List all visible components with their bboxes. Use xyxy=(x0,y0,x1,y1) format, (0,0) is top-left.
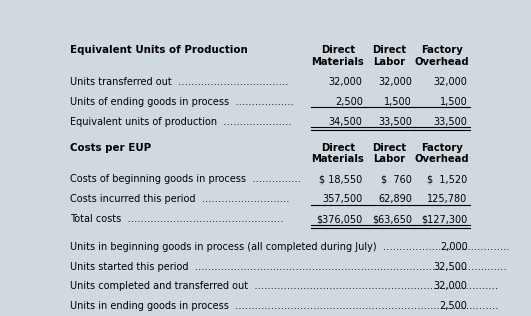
Text: Units of ending goods in process  ………………: Units of ending goods in process ……………… xyxy=(71,97,294,107)
Text: Total costs  …………………………………………: Total costs ………………………………………… xyxy=(71,214,284,224)
Text: Units completed and transferred out  …………………………………………………………………: Units completed and transferred out …………… xyxy=(71,282,499,291)
Text: 125,780: 125,780 xyxy=(427,194,468,204)
Text: Equivalent units of production  …………………: Equivalent units of production ………………… xyxy=(71,117,292,127)
Text: $127,300: $127,300 xyxy=(422,214,468,224)
Text: $376,050: $376,050 xyxy=(316,214,363,224)
Text: $  760: $ 760 xyxy=(381,174,412,185)
Text: Costs of beginning goods in process  ……………: Costs of beginning goods in process …………… xyxy=(71,174,302,185)
Text: Direct
Materials: Direct Materials xyxy=(312,143,364,164)
Text: Units transferred out  …………………………….: Units transferred out ……………………………. xyxy=(71,77,289,87)
Text: 32,500: 32,500 xyxy=(434,262,468,271)
Text: Costs per EUP: Costs per EUP xyxy=(71,143,152,153)
Text: $ 18,550: $ 18,550 xyxy=(320,174,363,185)
Text: 2,500: 2,500 xyxy=(440,301,468,312)
Text: Units started this period  ……………………………………………………………………………………: Units started this period ……………………………………… xyxy=(71,262,507,271)
Text: Factory
Overhead: Factory Overhead xyxy=(415,45,469,67)
Text: 2,000: 2,000 xyxy=(440,241,468,252)
Text: Direct
Labor: Direct Labor xyxy=(372,143,407,164)
Text: 32,000: 32,000 xyxy=(434,282,468,291)
Text: 357,500: 357,500 xyxy=(322,194,363,204)
Text: Costs incurred this period  ………………………: Costs incurred this period ……………………… xyxy=(71,194,290,204)
Text: 2,500: 2,500 xyxy=(335,97,363,107)
Text: 1,500: 1,500 xyxy=(440,97,468,107)
Text: Factory
Overhead: Factory Overhead xyxy=(415,143,469,164)
Text: 32,000: 32,000 xyxy=(378,77,412,87)
Text: 34,500: 34,500 xyxy=(329,117,363,127)
Text: Direct
Labor: Direct Labor xyxy=(372,45,407,67)
Text: 33,500: 33,500 xyxy=(378,117,412,127)
Text: 33,500: 33,500 xyxy=(434,117,468,127)
Text: 62,890: 62,890 xyxy=(378,194,412,204)
Text: 32,000: 32,000 xyxy=(329,77,363,87)
Text: Equivalent Units of Production: Equivalent Units of Production xyxy=(71,45,248,55)
Text: Units in ending goods in process  ………………………………………………………………………: Units in ending goods in process …………………… xyxy=(71,301,499,312)
Text: Units in beginning goods in process (all completed during July)  …………………………………: Units in beginning goods in process (all… xyxy=(71,241,510,252)
Text: 32,000: 32,000 xyxy=(434,77,468,87)
Text: $  1,520: $ 1,520 xyxy=(427,174,468,185)
Text: Direct
Materials: Direct Materials xyxy=(312,45,364,67)
Text: $63,650: $63,650 xyxy=(372,214,412,224)
Text: 1,500: 1,500 xyxy=(384,97,412,107)
